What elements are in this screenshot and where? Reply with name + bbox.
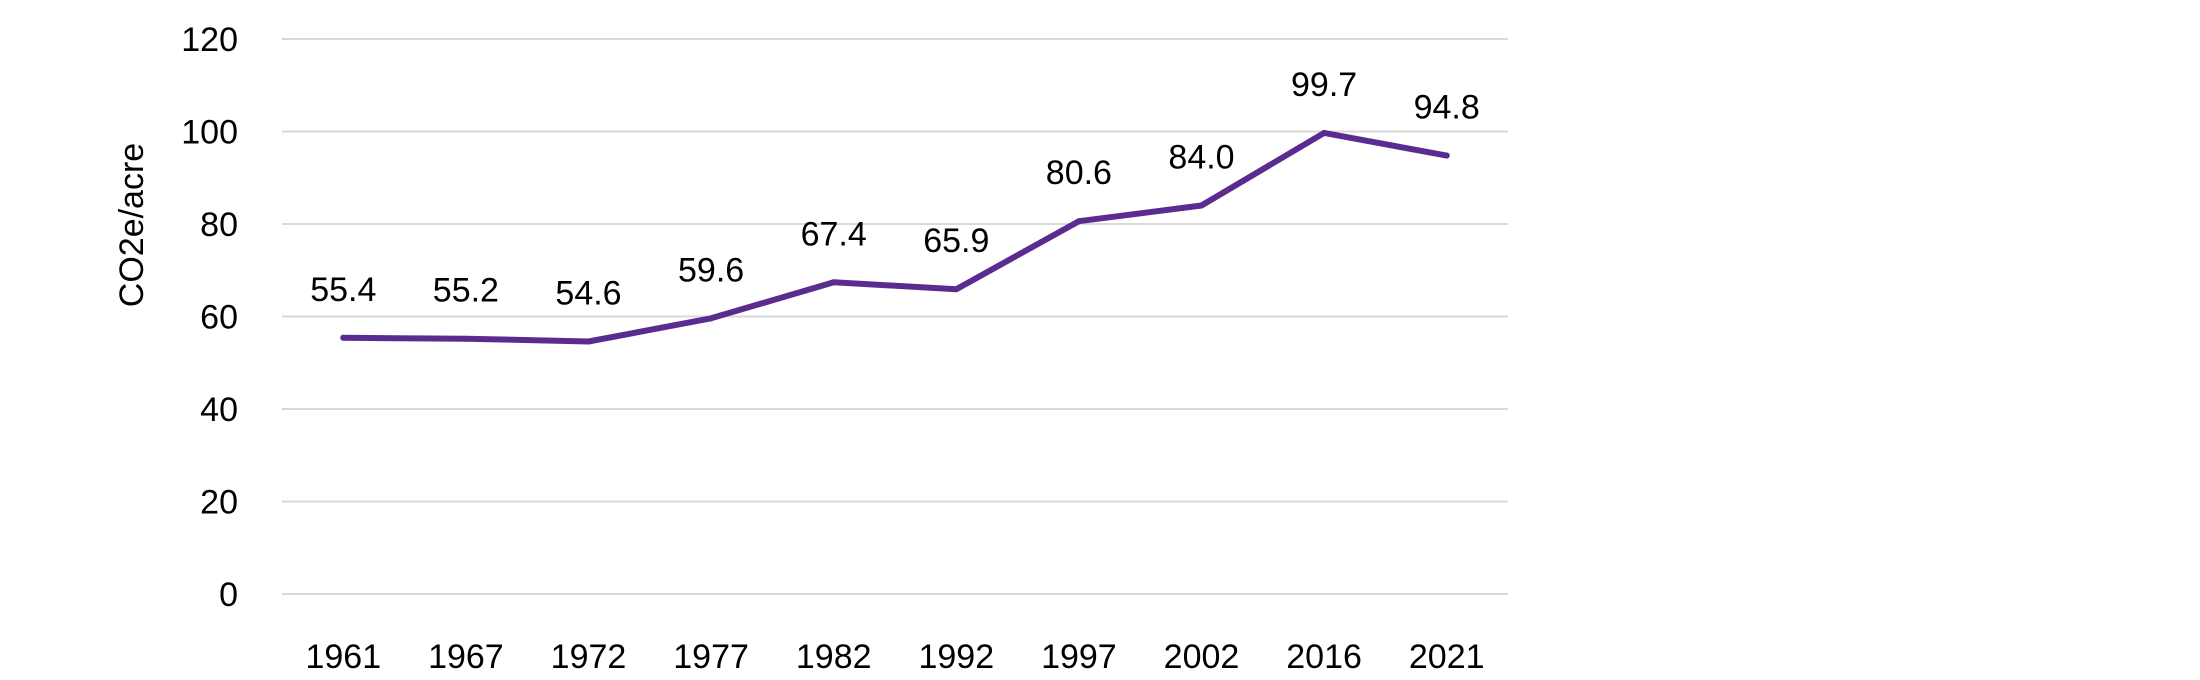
- data-label: 54.6: [555, 274, 621, 312]
- y-tick-label: 100: [181, 114, 238, 152]
- data-label: 55.4: [310, 271, 376, 309]
- data-point: [1075, 218, 1082, 225]
- data-point: [585, 338, 592, 345]
- x-tick-label: 1961: [305, 638, 381, 675]
- series-line-layer: [340, 129, 1450, 345]
- y-tick-label: 60: [200, 299, 238, 337]
- data-point: [1198, 202, 1205, 209]
- y-tick-label: 0: [219, 576, 238, 614]
- data-point: [1443, 152, 1450, 159]
- x-axis-tick-labels: 1961 1967 1972 1977 1982 1992 1997 2002 2016 2021: [305, 638, 1485, 676]
- data-labels: 55.4 55.2 54.6 59.6 67.4 65.9 80.6 84.0 99.7 94.8: [310, 66, 1480, 313]
- data-point: [462, 335, 469, 342]
- data-label: 94.8: [1414, 89, 1480, 127]
- x-tick-label: 1997: [1041, 638, 1117, 675]
- y-tick-label: 20: [200, 484, 238, 522]
- x-tick-label: 2021: [1409, 638, 1485, 675]
- data-point: [830, 279, 837, 286]
- y-tick-label: 120: [181, 21, 238, 59]
- y-tick-label: 80: [200, 206, 238, 244]
- data-point: [953, 286, 960, 293]
- x-tick-label: 1977: [673, 638, 749, 675]
- data-label: 99.7: [1291, 66, 1357, 104]
- x-tick-label: 1982: [796, 638, 872, 675]
- x-tick-label: 1972: [551, 638, 627, 675]
- x-tick-label: 1992: [918, 638, 994, 675]
- data-label: 65.9: [923, 222, 989, 260]
- data-label: 55.2: [433, 272, 499, 310]
- data-label: 67.4: [801, 215, 867, 253]
- y-tick-label: 40: [200, 391, 238, 429]
- data-point: [340, 334, 347, 341]
- y-axis-tick-labels: 0 20 40 60 80 100 120: [181, 21, 238, 614]
- data-point: [1321, 129, 1328, 136]
- gridlines: [282, 38, 1508, 595]
- data-point: [708, 315, 715, 322]
- x-tick-label: 1967: [428, 638, 504, 675]
- y-axis-title: CO2e/acre: [113, 143, 151, 307]
- series-line: [340, 129, 1450, 345]
- data-label: 59.6: [678, 251, 744, 289]
- x-tick-label: 2002: [1164, 638, 1240, 675]
- x-tick-label: 2016: [1286, 638, 1362, 675]
- data-label: 84.0: [1168, 139, 1234, 177]
- data-label: 80.6: [1046, 154, 1112, 192]
